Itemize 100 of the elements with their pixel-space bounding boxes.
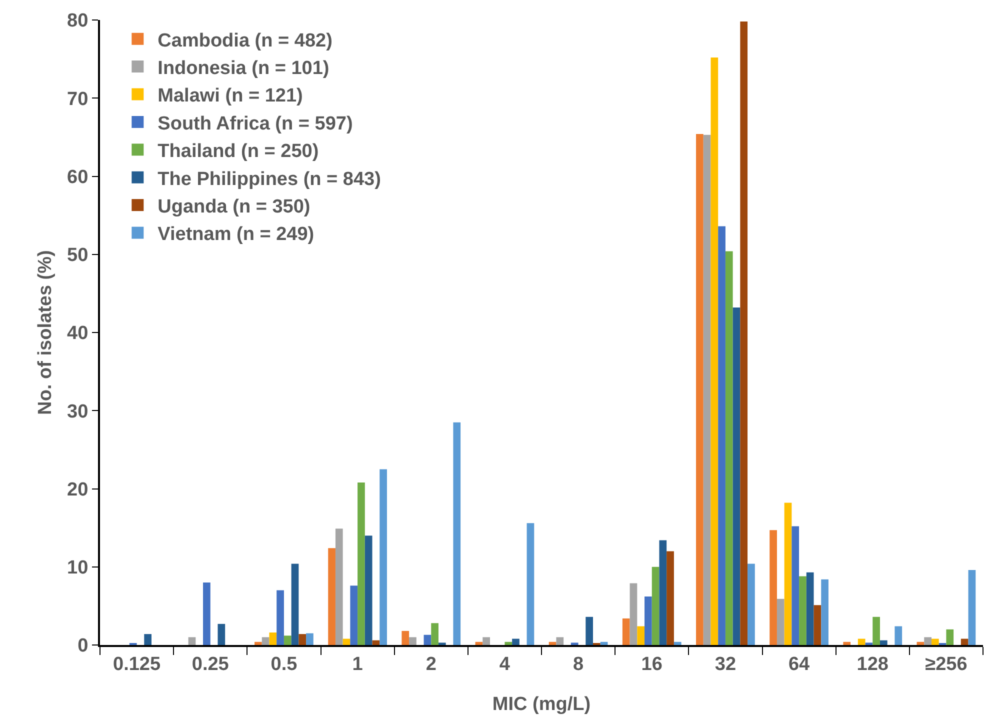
bar — [586, 616, 594, 645]
bar — [732, 308, 740, 645]
bar — [358, 482, 365, 645]
y-tick-label: 60 — [67, 166, 88, 188]
y-tick-label: 10 — [67, 558, 88, 579]
bar — [218, 624, 226, 645]
bar — [894, 626, 902, 645]
bar — [269, 632, 277, 645]
bar — [630, 583, 638, 645]
bar — [328, 548, 336, 645]
bar — [262, 637, 270, 645]
bar — [946, 629, 954, 645]
bar — [968, 570, 976, 645]
bar — [144, 634, 152, 645]
legend-label: The Philippines (n = 843) — [158, 168, 381, 190]
bar — [342, 638, 350, 645]
bar — [526, 523, 534, 645]
x-tick-label: 16 — [641, 654, 662, 675]
bar — [284, 636, 292, 645]
bar — [298, 634, 306, 645]
bar — [924, 637, 932, 645]
legend-label: Cambodia (n = 482) — [158, 30, 332, 52]
x-tick-label: 0.125 — [113, 654, 161, 675]
y-tick-label: 0 — [78, 636, 88, 657]
bar — [409, 637, 416, 645]
y-tick-label: 70 — [67, 88, 88, 110]
bar — [792, 526, 800, 645]
bar — [776, 598, 784, 645]
bar — [431, 623, 438, 645]
bar — [843, 642, 851, 645]
bar — [402, 630, 410, 645]
bar — [748, 564, 755, 645]
bar — [380, 469, 387, 645]
legend-label: Indonesia (n = 101) — [158, 58, 330, 79]
bar — [622, 618, 630, 645]
bar — [740, 22, 748, 645]
y-axis-title: No. of isolates (%) — [35, 250, 56, 415]
legend-label: South Africa (n = 597) — [158, 113, 353, 134]
x-tick-label: 32 — [714, 654, 736, 675]
bar — [188, 637, 196, 645]
bar — [725, 251, 733, 645]
bar — [254, 642, 262, 645]
x-tick-label: 2 — [426, 654, 436, 675]
bar — [821, 579, 828, 645]
bar — [931, 638, 939, 645]
bar — [872, 616, 880, 645]
bar — [504, 642, 512, 645]
bar — [600, 642, 608, 645]
x-tick-label: 0.25 — [192, 654, 230, 675]
bar — [350, 586, 358, 645]
legend-label: Vietnam (n = 249) — [158, 224, 314, 246]
bar — [475, 642, 483, 645]
bar — [710, 58, 718, 645]
bar — [306, 633, 314, 645]
bar — [548, 642, 556, 645]
x-tick-label: 4 — [499, 654, 510, 675]
x-tick-label: 1 — [352, 654, 364, 675]
bar — [784, 502, 792, 645]
bar — [556, 637, 564, 645]
bar — [880, 640, 888, 645]
bar — [291, 564, 299, 645]
x-tick-label: 8 — [573, 654, 584, 675]
y-tick-label: 80 — [67, 10, 88, 32]
bar — [916, 642, 924, 645]
bar — [453, 422, 461, 645]
x-tick-label: ≥256 — [925, 654, 968, 675]
bar — [364, 536, 372, 645]
bar — [276, 590, 284, 645]
x-tick-label: 128 — [856, 654, 888, 675]
bar — [424, 634, 432, 645]
bar — [814, 605, 822, 645]
bar — [652, 566, 660, 645]
bar — [659, 540, 667, 645]
bar — [674, 642, 682, 645]
bar — [203, 582, 210, 645]
x-axis-title: MIC (mg/L) — [492, 694, 591, 715]
bar — [718, 226, 726, 645]
bar — [770, 530, 777, 645]
legend-label: Thailand (n = 250) — [158, 141, 319, 162]
y-tick-label: 50 — [67, 245, 88, 266]
bar — [799, 576, 806, 645]
bar — [637, 626, 645, 645]
x-tick-label: 64 — [788, 654, 810, 675]
legend-label: Uganda (n = 350) — [158, 196, 310, 218]
y-tick-label: 20 — [67, 479, 88, 500]
bar — [335, 528, 343, 645]
bar — [512, 638, 520, 645]
y-tick-label: 30 — [67, 401, 88, 422]
bar — [482, 637, 490, 645]
bar — [806, 572, 814, 645]
bar — [696, 134, 704, 645]
x-tick-label: 0.5 — [270, 654, 298, 675]
y-tick-label: 40 — [67, 323, 88, 344]
bar — [960, 638, 968, 645]
bar — [858, 638, 866, 645]
bar — [703, 134, 711, 645]
bar — [372, 640, 380, 645]
legend-label: Malawi (n = 121) — [158, 86, 303, 107]
bar — [644, 596, 652, 645]
bar — [666, 551, 674, 645]
